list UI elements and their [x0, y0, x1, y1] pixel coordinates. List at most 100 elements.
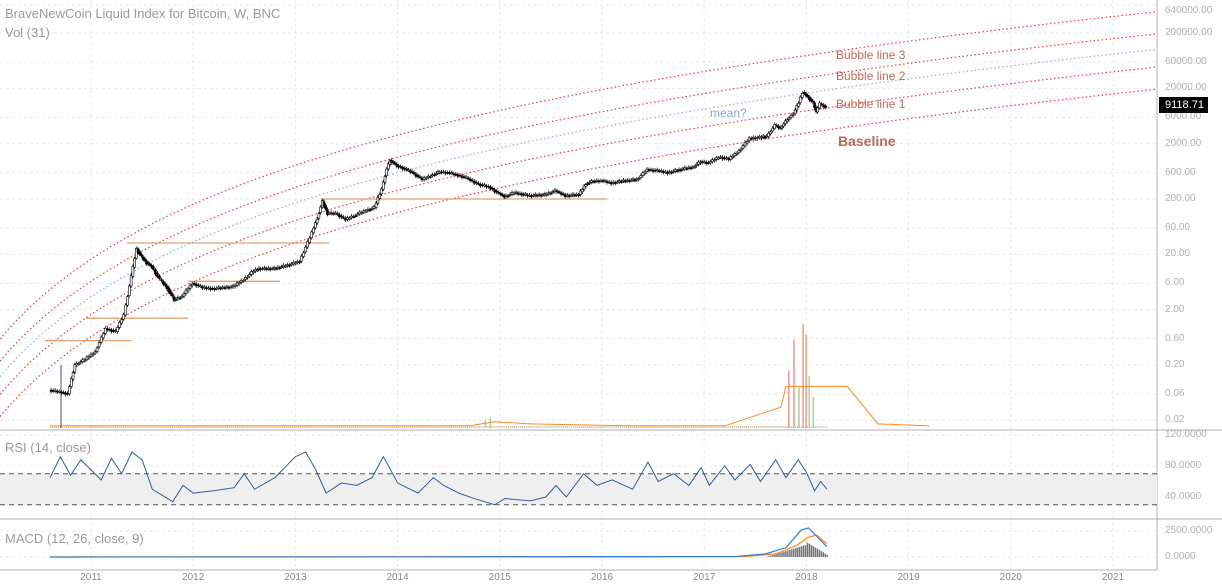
candle-down: [227, 286, 231, 289]
volume-bar: [116, 426, 119, 428]
volume-bar: [437, 426, 439, 428]
candle-up: [225, 286, 229, 289]
candle-down: [55, 390, 59, 393]
volume-bar: [730, 426, 732, 428]
macd-histogram-bar: [779, 552, 781, 557]
volume-bar: [287, 426, 290, 428]
volume-bar: [441, 426, 443, 428]
volume-bar: [606, 426, 608, 428]
volume-bar: [429, 426, 431, 428]
volume-bar: [405, 426, 408, 428]
volume-bar: [822, 426, 824, 428]
candle-up: [735, 153, 739, 155]
macd-tick-label: 0.0000: [1165, 551, 1196, 562]
candle-down: [472, 180, 476, 184]
volume-bar: [563, 426, 565, 428]
candle-down: [352, 216, 355, 218]
candle-down: [549, 192, 553, 195]
candle-up: [362, 210, 366, 213]
candle-down: [444, 171, 447, 174]
candle-up: [725, 157, 728, 160]
candle-down: [753, 137, 757, 140]
candle-up: [350, 215, 353, 218]
macd-histogram-bar: [822, 552, 825, 557]
candle-down: [161, 281, 165, 285]
candle-up: [641, 172, 645, 176]
volume-bar: [665, 426, 667, 428]
volume-bar: [775, 426, 777, 428]
volume-bar: [692, 426, 695, 428]
volume-bar: [574, 426, 577, 428]
candle-down: [156, 272, 159, 277]
volume-bar: [85, 426, 87, 428]
macd-histogram-bar: [773, 554, 775, 557]
price-tick-label: 200000.00: [1165, 27, 1213, 39]
volume-bar: [449, 426, 451, 428]
candle-up: [237, 282, 241, 285]
candle-down: [178, 297, 182, 300]
candle-up: [569, 194, 573, 197]
candle-up: [671, 170, 675, 173]
volume-bar: [671, 426, 673, 428]
volume-bar: [470, 426, 472, 428]
volume-bar: [79, 426, 81, 428]
volume-bar: [313, 426, 315, 428]
volume-bar: [738, 426, 740, 428]
volume-bar: [439, 426, 441, 428]
candle-down: [493, 189, 496, 193]
volume-bar: [484, 419, 487, 428]
candle-down: [624, 180, 627, 183]
candle-down: [219, 287, 223, 290]
volume-bar: [164, 426, 166, 428]
candle-up: [758, 136, 761, 138]
candle-up: [333, 212, 337, 215]
volume-bar: [67, 426, 70, 428]
volume-bar: [138, 426, 140, 428]
bubble3-line: [0, 11, 1157, 340]
candle-down: [399, 166, 402, 168]
volume-bar: [724, 426, 726, 428]
volume-bar: [236, 426, 239, 428]
candle-up: [791, 114, 795, 116]
volume-bar: [337, 426, 339, 428]
rsi-tick-label: 40.0000: [1165, 491, 1202, 502]
volume-bar: [788, 370, 790, 428]
volume-bar: [91, 426, 93, 428]
volume-bar: [134, 426, 136, 428]
price-tick-label: 6.00: [1165, 277, 1185, 289]
candle-up: [329, 212, 333, 214]
candle-up: [681, 168, 685, 171]
volume-bar: [399, 426, 402, 428]
bubble1-line: [0, 66, 1157, 395]
volume-bar: [280, 426, 282, 428]
candle-up: [793, 109, 797, 114]
candle-up: [512, 192, 516, 195]
candle-up: [407, 169, 410, 172]
candle-up: [731, 155, 735, 158]
candle-up: [693, 166, 697, 168]
price-tick-label: 0.06: [1165, 387, 1185, 399]
candle-up: [68, 386, 71, 395]
candle-up: [637, 178, 641, 180]
volume-bar: [87, 426, 89, 428]
volume-bar: [384, 426, 386, 428]
volume-bar: [787, 426, 789, 428]
candle-up: [85, 356, 89, 360]
candle-up: [134, 248, 138, 259]
candle-down: [647, 169, 651, 171]
volume-bar: [749, 426, 751, 428]
volume-bar: [99, 426, 101, 428]
volume-bar: [718, 426, 720, 428]
volume-bar: [494, 426, 496, 428]
volume-bar: [248, 426, 250, 428]
candle-up: [800, 92, 804, 98]
candle-up: [272, 267, 276, 270]
volume-bar: [348, 426, 351, 428]
candle-down: [470, 179, 474, 182]
candle-up: [383, 176, 387, 183]
volume-bar: [741, 426, 744, 428]
candle-up: [348, 217, 351, 220]
volume-bar: [421, 426, 423, 428]
volume-bar: [462, 426, 465, 428]
